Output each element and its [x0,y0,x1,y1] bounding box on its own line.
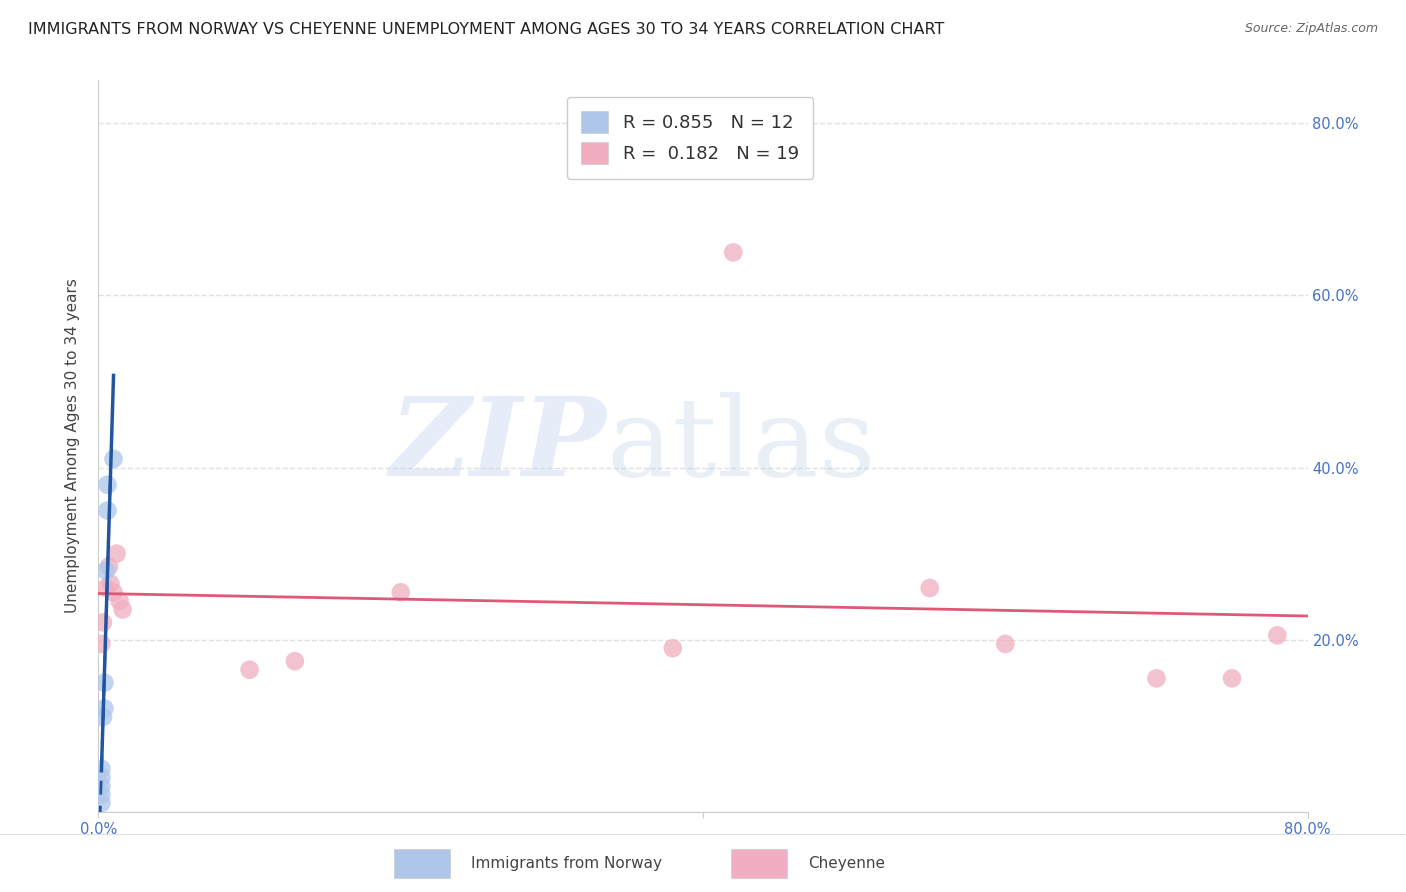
Point [91,615,114,630]
Point [98,559,121,574]
Point [918,581,941,595]
Point [1220,671,1243,685]
FancyBboxPatch shape [394,848,450,878]
Text: Source: ZipAtlas.com: Source: ZipAtlas.com [1244,22,1378,36]
Point [90,770,112,784]
Point [1267,628,1289,642]
Point [90,796,112,810]
Point [94,564,117,578]
Text: Immigrants from Norway: Immigrants from Norway [471,855,662,871]
Point [1144,671,1167,685]
Point [389,585,412,599]
Text: IMMIGRANTS FROM NORWAY VS CHEYENNE UNEMPLOYMENT AMONG AGES 30 TO 34 YEARS CORREL: IMMIGRANTS FROM NORWAY VS CHEYENNE UNEMP… [28,22,945,37]
Point [723,245,745,260]
Point [103,451,125,466]
Point [93,675,115,690]
Point [90,779,112,793]
Point [239,663,262,677]
Point [103,585,125,599]
Point [661,641,683,656]
Point [90,637,112,651]
Point [93,701,115,715]
Point [94,581,117,595]
Point [111,602,134,616]
Legend: R = 0.855   N = 12, R =  0.182   N = 19: R = 0.855 N = 12, R = 0.182 N = 19 [567,96,814,178]
Point [90,788,112,802]
Text: ZIP: ZIP [389,392,606,500]
Y-axis label: Unemployment Among Ages 30 to 34 years: Unemployment Among Ages 30 to 34 years [65,278,80,614]
Point [96,477,118,491]
Point [994,637,1017,651]
Point [96,503,118,517]
Point [100,576,122,591]
Point [91,710,114,724]
Point [90,762,112,776]
Point [284,654,307,668]
FancyBboxPatch shape [731,848,787,878]
Text: Cheyenne: Cheyenne [808,855,886,871]
Text: atlas: atlas [606,392,876,500]
Point [105,547,128,561]
Point [108,594,131,608]
